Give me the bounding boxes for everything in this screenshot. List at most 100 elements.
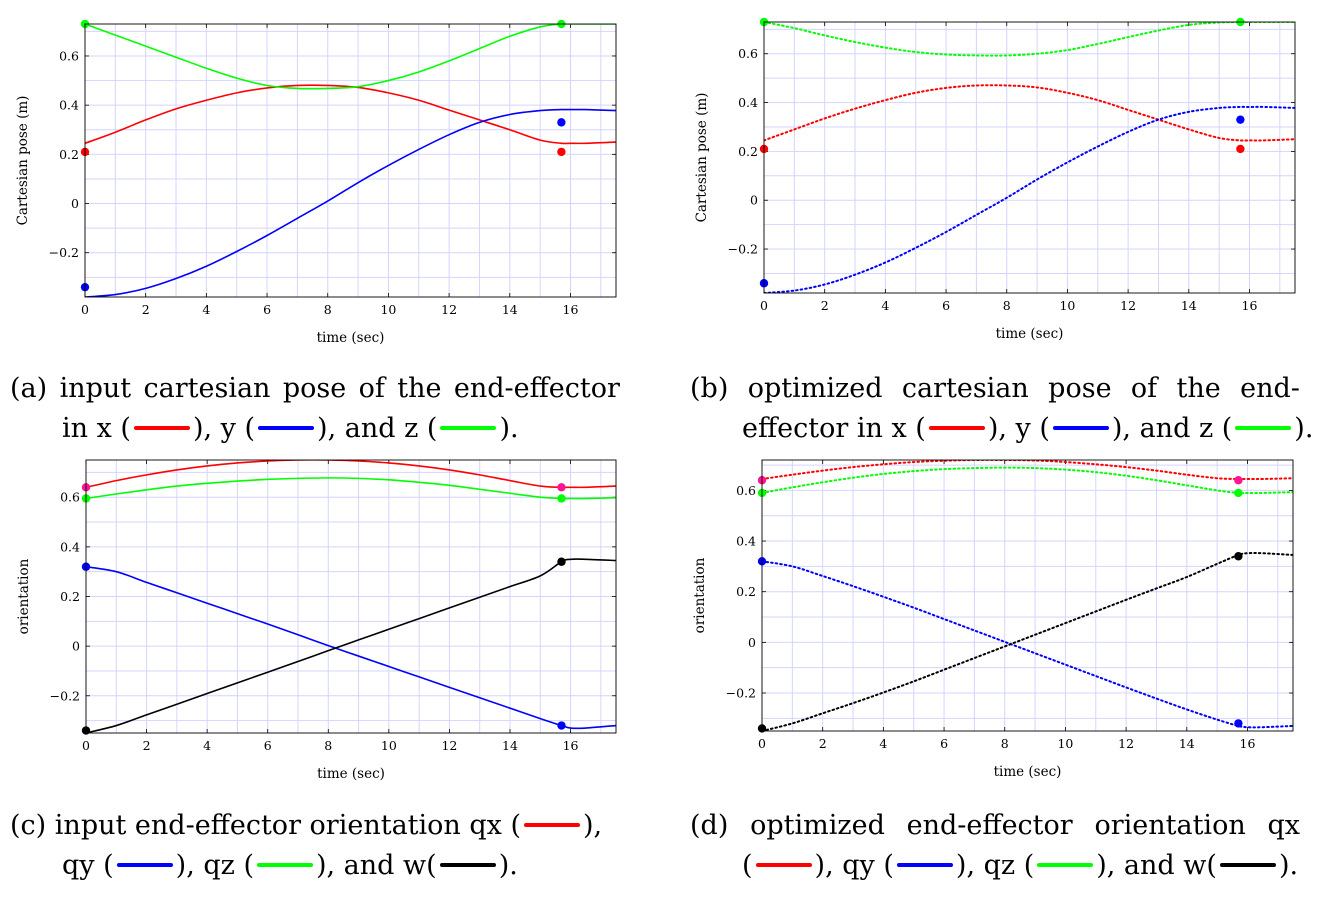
y-axis-label: orientation [692, 557, 708, 633]
series-group [762, 460, 1293, 731]
legend-swatch-y [1052, 425, 1109, 430]
marker-w [557, 557, 566, 566]
x-tick-label: 16 [1240, 736, 1256, 751]
series-line-x [86, 460, 616, 489]
grid [763, 22, 1295, 293]
x-tick-label: 16 [1242, 298, 1258, 313]
marker-y [1234, 719, 1243, 728]
caption-b-word: the [1176, 373, 1221, 404]
marker-x [1234, 476, 1243, 485]
x-tick-label: 16 [563, 302, 579, 317]
x-tick-label: 16 [563, 738, 579, 753]
caption-c-text: ). [498, 850, 518, 881]
x-tick-label: 10 [380, 302, 396, 317]
x-axis-label: time (sec) [317, 330, 385, 346]
x-tick-label: 14 [1181, 298, 1197, 313]
caption-a-text: ), and z ( [317, 413, 438, 444]
y-axis-label: orientation [16, 558, 32, 634]
x-tick-label: 6 [940, 736, 948, 751]
plot-frame [84, 23, 617, 298]
series-line-x [85, 84, 616, 145]
caption-b-word: optimized [747, 373, 883, 404]
caption-c-text: input end-effector orientation qx ( [54, 810, 522, 841]
y-tick-label: −0.2 [50, 688, 80, 703]
legend-swatch-w [1219, 862, 1276, 867]
series-line-z [86, 477, 616, 500]
chart-b: 0 2 4 6 8 10 12 14 16 −0.2 0 0.2 0.4 0.6 time (sec) Car… [694, 17, 1296, 342]
x-tick-label: 10 [381, 738, 397, 753]
caption-b-word: pose [1048, 373, 1112, 404]
series-group [85, 24, 616, 297]
x-axis-label: time (sec) [996, 326, 1064, 342]
caption-d-text: ), qy ( [814, 850, 894, 881]
caption-a-word: cartesian [143, 373, 271, 404]
caption-d-text: ), and w( [1096, 850, 1217, 881]
x-tick-label: 14 [1179, 736, 1195, 751]
x-tick-label: 0 [81, 302, 89, 317]
caption-c-text: ), [583, 810, 603, 841]
caption-c: (c) input end-effector orientation qx ()… [10, 806, 620, 886]
y-axis-label: Cartesian pose (m) [694, 93, 710, 223]
caption-b-prefix: (b) [690, 373, 729, 404]
y-tick-label: 0.4 [738, 95, 758, 110]
caption-d-word: optimized [750, 810, 885, 841]
series-line-y [764, 105, 1295, 293]
caption-d-word: orientation [1094, 810, 1246, 841]
y-tick-label: 0.2 [59, 147, 79, 162]
x-tick-label: 10 [1057, 736, 1073, 751]
x-tick-label: 0 [758, 736, 766, 751]
y-tick-label: 0.6 [738, 46, 758, 61]
series-line-y [86, 565, 616, 730]
y-tick-label: 0.6 [736, 483, 756, 498]
caption-b-word: of [1130, 373, 1158, 404]
y-tick-label: 0 [71, 196, 79, 211]
x-tick-label: 2 [143, 738, 151, 753]
grid [761, 460, 1293, 731]
caption-d-word: qx [1267, 810, 1300, 841]
x-tick-label: 8 [324, 302, 332, 317]
grid [84, 24, 616, 297]
x-tick-label: 8 [324, 738, 332, 753]
legend-swatch-x [524, 822, 581, 827]
x-tick-label: 14 [502, 302, 518, 317]
chart-a: 0 2 4 6 8 10 12 14 16 −0.2 0 0.2 0.4 0.6 time (sec) Car… [15, 19, 617, 346]
caption-c-prefix: (c) [10, 810, 47, 841]
legend-swatch-y [896, 862, 953, 867]
x-tick-label: 12 [441, 302, 457, 317]
x-tick-label: 6 [264, 738, 272, 753]
x-tick-label: 2 [142, 302, 150, 317]
y-tick-label: 0 [72, 639, 80, 654]
x-tick-label: 4 [879, 736, 887, 751]
caption-c-text: ), and w( [315, 850, 437, 881]
caption-a-word: of [358, 373, 385, 404]
series-line-y [762, 560, 1293, 729]
legend-swatch-x [928, 425, 985, 430]
legend-swatch-z [1037, 862, 1094, 867]
caption-b-text: ). [1294, 413, 1314, 444]
series-group [764, 22, 1295, 293]
y-tick-label: 0 [748, 635, 756, 650]
marker-y [557, 118, 566, 127]
series-line-z [762, 466, 1293, 495]
y-tick-label: 0.4 [59, 98, 79, 113]
x-tick-label: 4 [202, 302, 210, 317]
caption-d-text: ). [1278, 850, 1299, 881]
caption-a-word: input [59, 373, 132, 404]
y-tick-label: −0.2 [726, 686, 756, 701]
marker-y [1236, 115, 1245, 124]
x-tick-label: 2 [819, 736, 827, 751]
y-tick-label: 0 [750, 193, 758, 208]
caption-a-text: in x ( [62, 413, 131, 444]
series-line-y [85, 108, 616, 297]
series-line-z [764, 22, 1295, 57]
caption-a: (a) input cartesian pose of the end-effe… [10, 369, 620, 449]
y-tick-label: −0.2 [49, 245, 79, 260]
y-tick-label: 0.6 [59, 48, 79, 63]
marker-w [1234, 552, 1243, 561]
y-tick-label: 0.4 [60, 539, 80, 554]
caption-c-text: ), qz ( [175, 850, 254, 881]
caption-a-text: ). [499, 413, 519, 444]
chart-c: 0 2 4 6 8 10 12 14 16 −0.2 0 0.2 0.4 0.6 time (sec) ori… [16, 459, 617, 782]
marker-z [557, 494, 566, 503]
legend-swatch-y [258, 425, 315, 430]
